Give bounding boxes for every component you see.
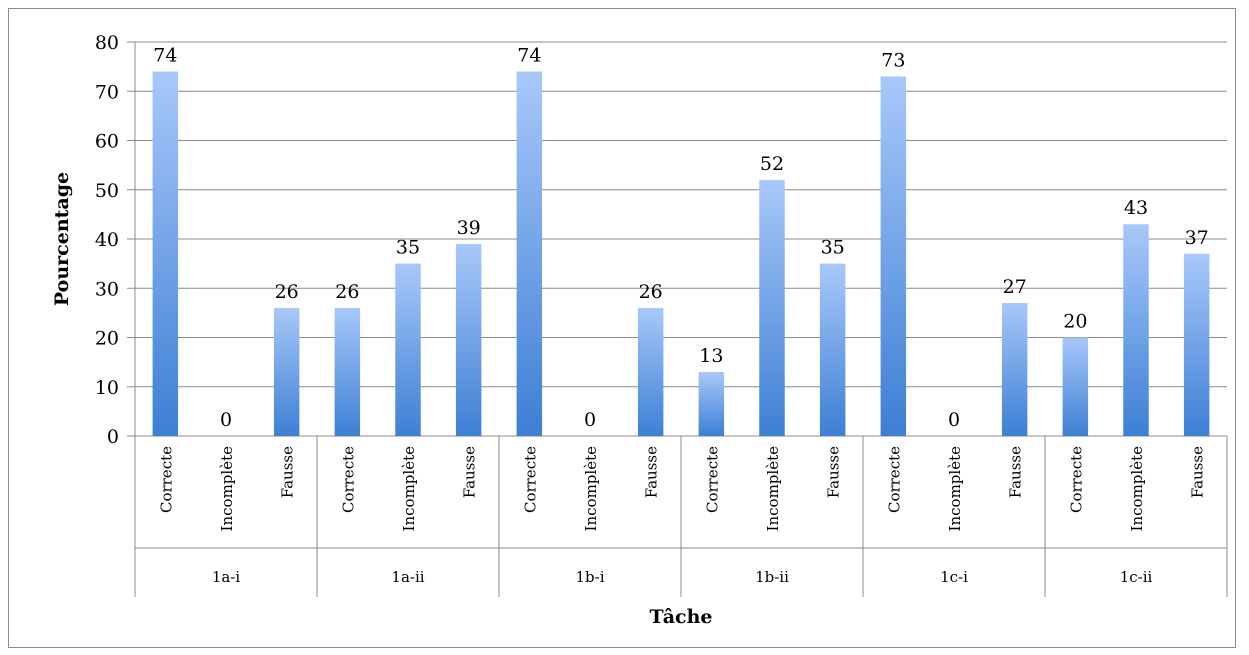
data-label: 27 [1003,276,1027,298]
data-label: 13 [699,345,723,367]
category-label: Incomplète [582,446,600,532]
bar [698,371,725,436]
category-label: Fausse [825,446,843,498]
y-tick-label: 10 [95,377,119,399]
category-label: Incomplète [218,446,236,532]
data-label: 0 [220,409,232,431]
category-label: Correcte [521,446,539,513]
data-label: 35 [821,237,845,259]
category-label: Fausse [461,446,479,498]
category-label: Incomplète [400,446,418,532]
category-label: Correcte [885,446,903,513]
group-label: 1a-i [212,568,241,586]
data-label: 43 [1124,197,1148,219]
data-label: 35 [396,237,420,259]
y-tick-label: 80 [95,32,119,54]
y-tick-label: 70 [95,81,119,103]
bar [1001,303,1028,436]
data-label: 0 [948,409,960,431]
category-label: Correcte [157,446,175,513]
bar [273,307,300,436]
data-label: 73 [881,49,905,71]
x-axis-title: Tâche [649,606,712,628]
bars [152,71,1210,437]
data-label: 26 [639,281,663,303]
category-label: Fausse [1189,446,1207,498]
bar [819,263,846,436]
category-label: Incomplète [1128,446,1146,532]
gridlines [127,41,1228,597]
category-label: Incomplète [946,446,964,532]
data-label: 20 [1063,311,1087,333]
chart-frame [8,8,1236,648]
data-label: 52 [760,153,784,175]
group-label: 1c-ii [1120,568,1153,586]
data-label: 37 [1185,227,1209,249]
category-label: Fausse [643,446,661,498]
y-tick-label: 0 [107,426,119,448]
labels: 0 10 20 30 40 50 60 70 80 1a-i 74 Correcte 0 Incomplè… [95,32,1209,586]
y-tick-label: 30 [95,278,119,300]
data-label: 74 [153,45,177,67]
category-label: Correcte [1067,446,1085,513]
bar [880,76,907,436]
group-label: 1b-i [575,568,604,586]
bar [637,307,664,436]
data-label: 39 [457,217,481,239]
bar [455,243,482,436]
y-tick-label: 60 [95,131,119,153]
data-label: 74 [517,45,541,67]
data-label: 0 [584,409,596,431]
y-axis-title: Pourcentage [51,172,73,306]
category-label: Correcte [339,446,357,513]
group-label: 1a-ii [391,568,424,586]
category-label: Fausse [1007,446,1025,498]
bar [759,179,785,436]
data-label: 26 [275,281,299,303]
y-tick-label: 50 [95,180,119,202]
category-label: Incomplète [764,446,782,532]
y-tick-label: 40 [95,229,119,251]
bar [1183,253,1210,436]
category-label: Correcte [703,446,721,513]
bar [334,307,361,436]
category-label: Fausse [279,446,297,498]
group-label: 1c-i [940,568,968,586]
y-tick-label: 20 [95,328,119,350]
bar [516,71,543,437]
group-label: 1b-ii [755,568,789,586]
bar [1123,224,1149,436]
bar [395,263,421,436]
bar [1062,337,1089,436]
data-label: 26 [335,281,359,303]
bar [152,71,179,437]
